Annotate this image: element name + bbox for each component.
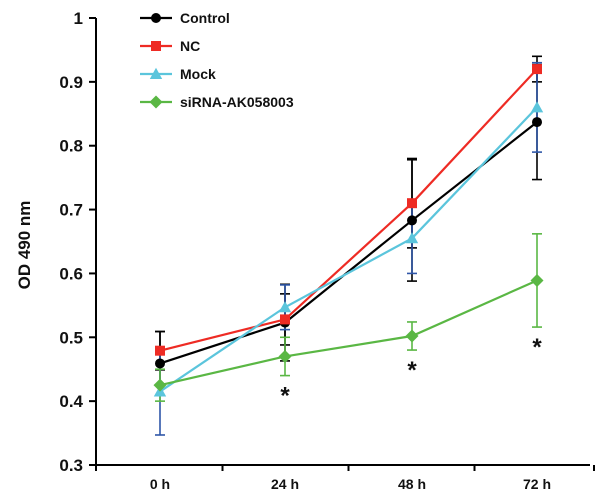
y-axis-label: OD 490 nm: [15, 201, 34, 290]
series-lines: [159, 68, 538, 393]
y-tick-label: 0.9: [59, 73, 83, 92]
y-tick-label: 0.5: [59, 328, 83, 347]
data-point-control: [532, 117, 542, 128]
significance-annotations: * * *: [280, 334, 542, 410]
y-tick-label: 0.4: [59, 392, 83, 411]
data-point-sirna-ak058003: [405, 329, 419, 343]
legend-label-mock: Mock: [180, 66, 216, 82]
data-point-sirna-ak058003: [278, 349, 292, 363]
legend-label-control: Control: [180, 10, 230, 26]
legend-label-sirna-ak058003: siRNA-AK058003: [180, 94, 294, 110]
legend-marker-nc: [151, 41, 161, 51]
series-line-control: [159, 121, 538, 365]
data-point-sirna-ak058003: [153, 378, 167, 392]
y-tick-label: 0.8: [59, 137, 83, 156]
data-point-mock: [278, 301, 292, 313]
series-markers: [153, 64, 544, 397]
data-point-control: [407, 215, 417, 226]
data-point-nc: [532, 64, 542, 75]
error-bars: [155, 55, 542, 436]
legend-marker-control: [151, 13, 161, 23]
y-tick-label: 0.7: [59, 201, 83, 220]
significance-star: *: [407, 357, 417, 384]
data-point-mock: [530, 101, 544, 113]
data-point-nc: [280, 314, 290, 325]
legend: Control NC Mock siRNA-AK058003: [140, 10, 294, 110]
data-point-mock: [405, 232, 419, 244]
x-tick-label: 72 h: [523, 476, 551, 492]
significance-star: *: [532, 334, 542, 361]
series-line-mock: [159, 106, 538, 393]
legend-marker-sirna-ak058003: [149, 95, 163, 109]
data-point-nc: [155, 345, 165, 356]
y-tick-label: 0.3: [59, 456, 83, 475]
series-line-nc: [159, 68, 538, 352]
data-point-sirna-ak058003: [530, 273, 544, 287]
y-tick-label: 0.6: [59, 264, 83, 283]
y-tick-label: 1: [74, 9, 83, 28]
series-line-sirna-ak058003: [159, 279, 538, 387]
axes: 0.3 0.4 0.5 0.6 0.7 0.8 0.9 1 0 h 24 h 48 h 72 h: [59, 9, 595, 492]
legend-label-nc: NC: [180, 38, 200, 54]
legend-marker-mock: [149, 67, 163, 79]
x-tick-label: 0 h: [150, 476, 170, 492]
x-tick-label: 24 h: [271, 476, 299, 492]
significance-star: *: [280, 383, 290, 410]
x-tick-label: 48 h: [398, 476, 426, 492]
data-point-control: [155, 358, 165, 369]
data-point-nc: [407, 198, 417, 209]
